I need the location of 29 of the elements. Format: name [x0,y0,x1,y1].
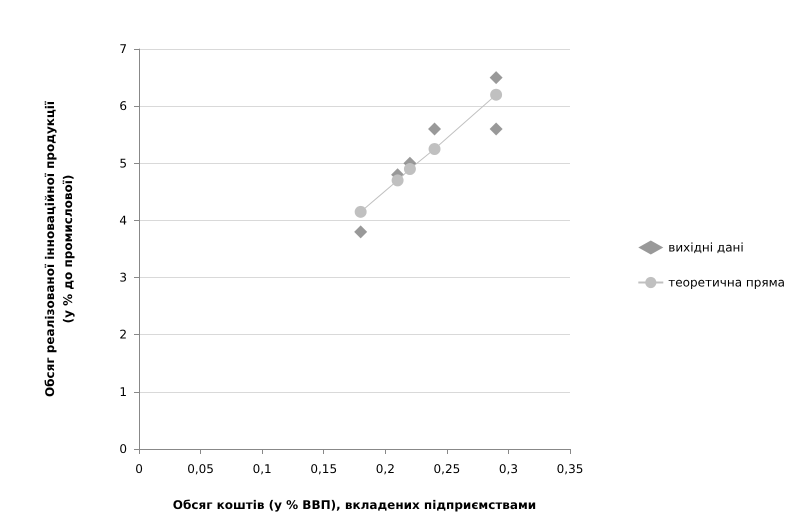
x-tick-label: 0,35 [556,462,584,476]
point [490,88,502,101]
point [428,122,442,136]
legend-label: теоретична пряма [668,276,786,290]
x-tick-label: 0,2 [376,462,395,476]
y-tick-label: 2 [119,328,127,342]
x-axis-title: Обсяг коштів (у % ВВП), вкладених підприємствами [172,498,536,512]
y-tick-label: 1 [119,384,127,399]
y-axis-title: Обсяг реалізованої інноваційної продукції (у % до промислової) [43,100,75,398]
point [404,163,416,175]
legend-label: вихідні дані [668,240,744,254]
point [354,206,367,218]
x-tick-label: 0,15 [310,462,338,476]
y-tick-label: 4 [119,213,127,228]
y-tick-label: 5 [119,156,127,170]
y-tick-label: 3 [119,270,127,285]
x-tick-label: 0 [135,462,143,476]
point [490,71,503,84]
y-tick-label: 6 [119,99,127,114]
x-tick-label: 0,25 [434,462,460,476]
point [490,122,503,136]
point [354,225,368,238]
y-tick-label: 7 [119,42,127,56]
point [392,174,404,186]
x-tick-label: 0,1 [252,462,272,476]
x-tick-label: 0,05 [187,462,214,476]
point [428,143,441,155]
x-tick-label: 0,3 [498,462,518,476]
y-tick-label: 0 [119,442,127,456]
